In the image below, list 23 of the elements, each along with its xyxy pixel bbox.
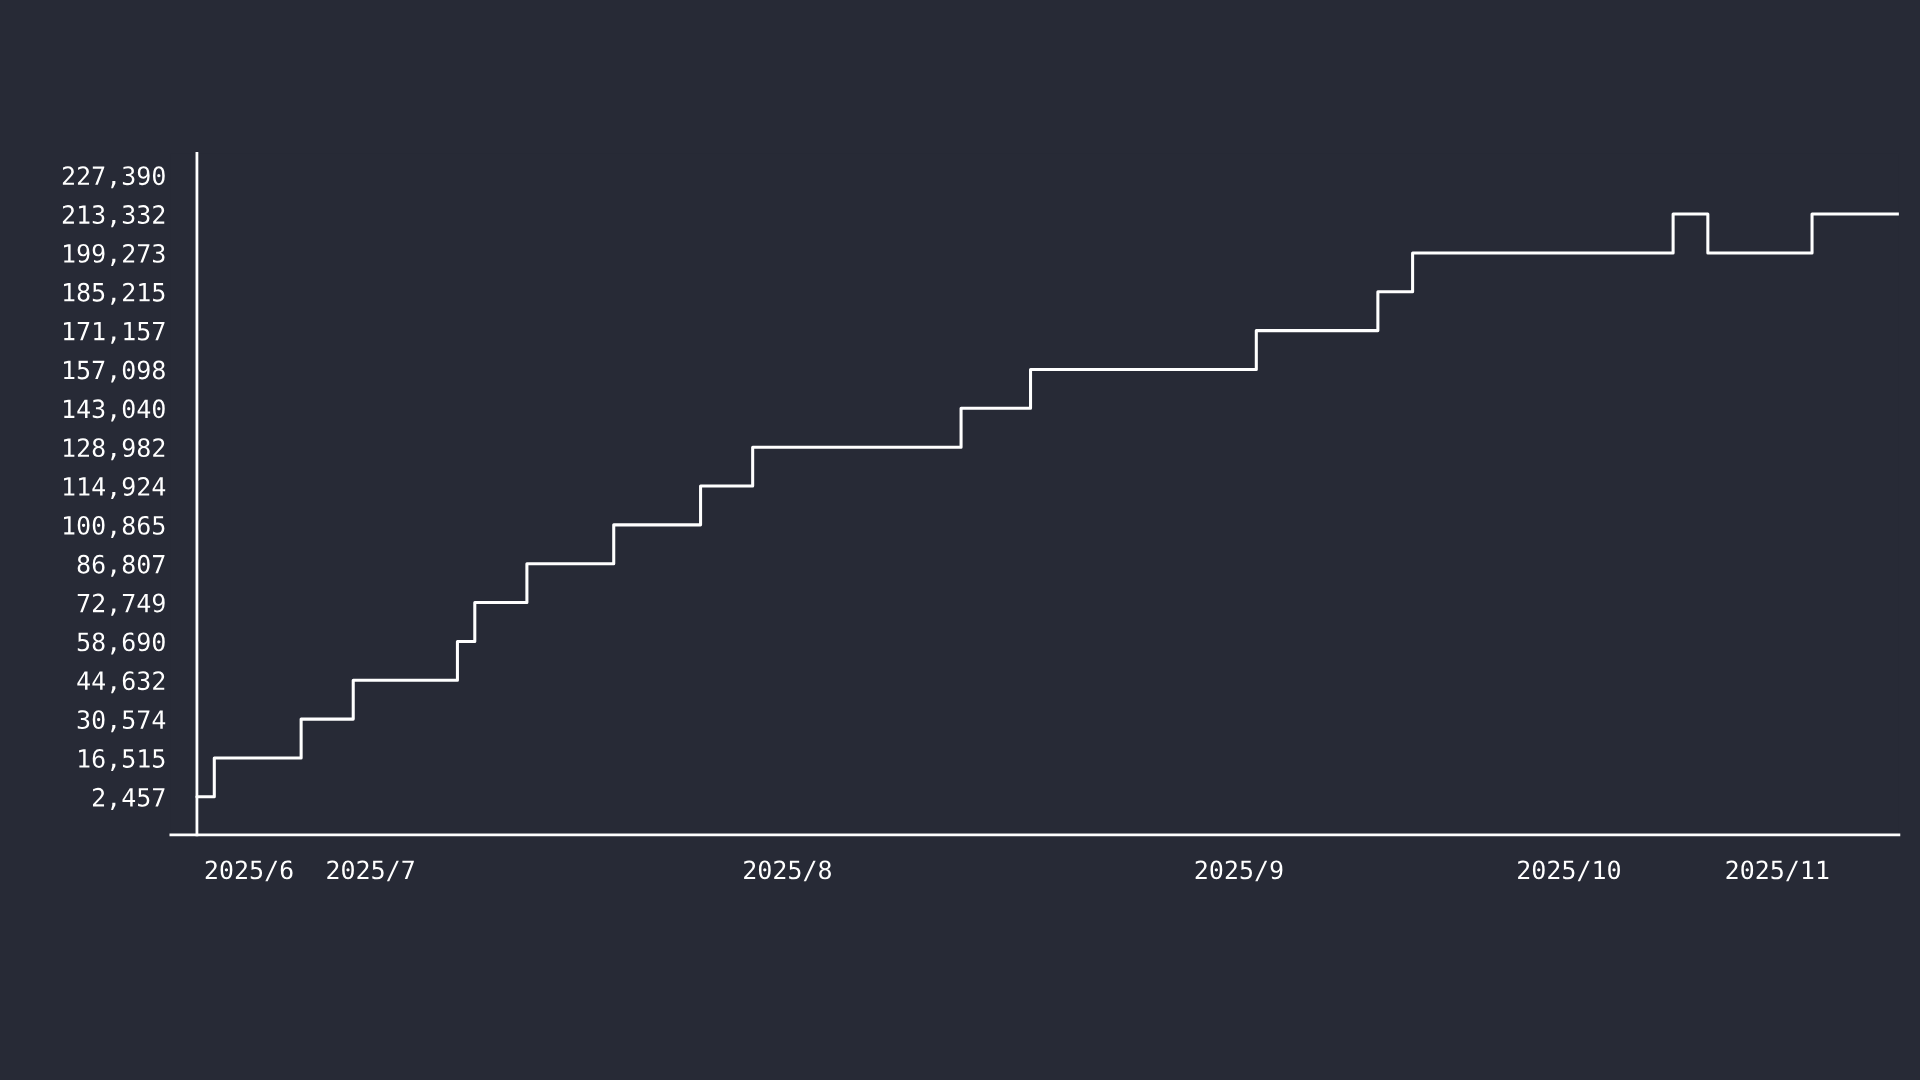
y-tick-label: 157,098: [64, 360, 165, 383]
y-tick-label: 16,515: [79, 748, 165, 772]
x-tick-label: 2025/11: [1726, 860, 1829, 882]
y-tick-label: 185,215: [64, 282, 165, 305]
y-tick-label: 171,157: [64, 321, 165, 344]
x-tick-label: 2025/9: [1195, 860, 1283, 882]
y-tick-label: 2,457: [92, 787, 165, 810]
y-tick-label: 86,807: [77, 554, 165, 577]
y-tick-label: 213,332: [62, 205, 165, 228]
x-tick-label: 2025/7: [327, 860, 414, 882]
y-tick-label: 58,690: [77, 632, 165, 655]
y-tick-label: 72,749: [77, 593, 165, 616]
y-tick-label: 100,865: [64, 515, 165, 538]
y-tick-label: 128,982: [64, 438, 165, 461]
x-tick-label: 2025/8: [744, 860, 831, 882]
y-tick-label: 227,390: [62, 166, 165, 189]
x-tick-label: 2025/10: [1518, 860, 1620, 882]
y-tick-label: 114,924: [64, 477, 166, 500]
y-tick-label: 199,273: [64, 243, 165, 266]
y-tick-label: 44,632: [77, 671, 165, 694]
y-tick-label: 30,574: [77, 710, 166, 733]
x-tick-label: 2025/6: [205, 860, 293, 882]
y-tick-label: 143,040: [64, 399, 165, 422]
